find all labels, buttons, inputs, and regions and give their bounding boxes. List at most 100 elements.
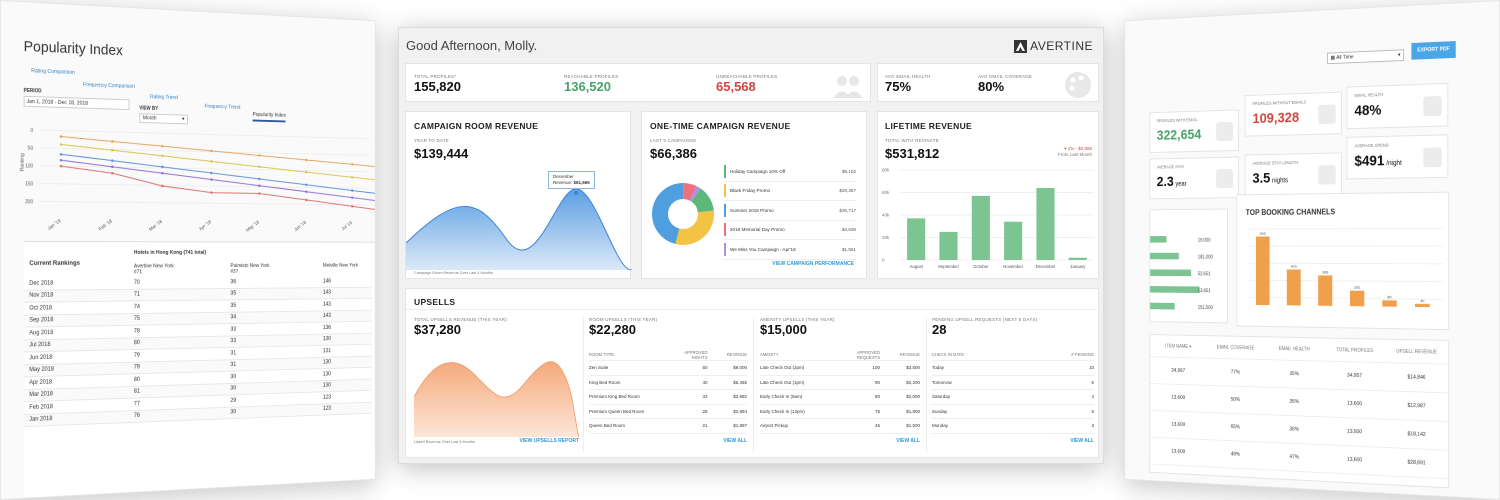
view-all-room-link[interactable]: VIEW ALL: [723, 438, 747, 444]
table-row: Sunday 5: [932, 405, 1094, 420]
x-tick: Apr '18: [198, 219, 212, 233]
table-row: Tomorrow 6: [932, 376, 1094, 391]
period-input[interactable]: Jan 1, 2018 - Dec 18, 2018: [24, 96, 130, 110]
row-value: 70: [134, 279, 231, 285]
palette-icon: [1064, 71, 1092, 99]
row-value: 30: [230, 406, 322, 415]
profiles-bar-chart: 19,000181,00052,65113,651151,500: [1150, 210, 1229, 325]
greeting: Good Afternoon, Molly.: [406, 38, 537, 53]
table-cell: 77%: [1207, 369, 1265, 376]
table-row: Late Check Out (1pm) 90 $2,200: [760, 376, 920, 391]
row-value: 29: [230, 395, 322, 404]
row-value: 35: [230, 302, 322, 309]
campaign-name: Summer 2018 Promo: [730, 208, 774, 213]
legend-swatch: [724, 184, 726, 197]
channel-bar: [1382, 300, 1396, 306]
kpi-icon: [1318, 104, 1336, 124]
column-header[interactable]: ITEM NAME ▾: [1150, 343, 1206, 350]
export-pdf-button[interactable]: EXPORT PDF: [1411, 41, 1455, 60]
stat-unreachable: UNREACHABLE PROFILES 65,568: [716, 74, 777, 94]
rankings-rows: Dec 2018 70 36 146 Nov 2018 71 35 143 Oct 2018 74…: [24, 276, 372, 427]
series-line: [61, 154, 376, 196]
table-cell: Early Check In (9am): [760, 394, 840, 399]
column-header[interactable]: TOTAL PROFILES: [1324, 347, 1385, 354]
table-cell: $14,846: [1385, 374, 1448, 382]
tab-rating-comparison[interactable]: Rating Comparison: [31, 68, 75, 76]
y-tick: 150: [25, 181, 33, 187]
campaign-value: $20,367: [839, 188, 856, 193]
lifetime-bar: [939, 232, 957, 260]
table-cell: Tomorrow: [932, 380, 1040, 385]
campaign-legend-item: Summer 2018 Promo $30,717: [724, 201, 856, 221]
table-cell: $12,987: [1385, 402, 1448, 410]
x-tick: Mar '18: [148, 219, 163, 233]
chevron-down-icon: ▾: [182, 116, 184, 122]
table-cell: 80: [840, 394, 880, 399]
avertine-logo-icon: [1014, 40, 1027, 53]
table-header: CHECK IN DATE # PENDING: [932, 349, 1094, 361]
kpi-icon: [1318, 165, 1336, 185]
kpi-value: 48%: [1354, 102, 1383, 119]
time-filter-select[interactable]: ▦ All Time ▾: [1327, 49, 1404, 64]
table-cell: 6: [1040, 380, 1094, 385]
tab-rating-trend[interactable]: Rating Trend: [150, 94, 178, 101]
x-tick: December: [1036, 264, 1056, 269]
column-header[interactable]: EMAIL COVERAGE: [1207, 344, 1265, 351]
y-tick: 60k: [882, 190, 890, 195]
stat-email-coverage: AVG EMAIL COVERAGE 80%: [978, 74, 1032, 94]
row-value: 123: [323, 405, 372, 412]
kpi-label: AVERAGE SPEND: [1354, 143, 1388, 149]
x-tick: September: [938, 264, 960, 269]
profile-bar: [1150, 303, 1175, 310]
campaign-name: 2018 Memorial Day Promo: [730, 227, 785, 232]
kpi-value: 109,328: [1252, 109, 1300, 127]
table-cell: $1,897: [708, 423, 748, 428]
tab-frequency-trend[interactable]: Frequency Trend: [205, 104, 241, 111]
row-month: Mar 2018: [24, 389, 134, 398]
table-cell: King Bed Room: [589, 380, 668, 385]
table-row: Early Check In (9am) 80 $2,000: [760, 390, 920, 405]
view-upsells-report-link[interactable]: VIEW UPSELLS REPORT: [520, 438, 579, 444]
kpi-label: AVERAGE STAY: [1157, 164, 1185, 169]
kpi-icon: [1216, 122, 1233, 141]
column-header: REVENUE: [708, 352, 748, 357]
column-header[interactable]: UPSELL REVENUE: [1385, 348, 1448, 355]
table-cell: 65%: [1207, 423, 1265, 431]
lifetime-title: LIFETIME REVENUE: [885, 121, 972, 131]
hotels-caption: Hotels in Hong Kong (741 total): [134, 250, 206, 256]
channel-bar: [1287, 269, 1301, 305]
kpi-card: PROFILES WITHOUT EMAILS 109,328: [1245, 92, 1342, 137]
table-cell: 13,600: [1324, 456, 1385, 465]
channel-bar-label: 80: [1388, 295, 1392, 299]
y-tick: 0: [30, 128, 33, 134]
campaign-donut-chart: [650, 172, 716, 256]
tab-popularity-index[interactable]: Popularity Index: [253, 112, 286, 122]
viewby-select[interactable]: Month ▾: [139, 113, 188, 124]
table-cell: Saturday: [932, 394, 1040, 399]
tab-frequency-comparison[interactable]: Frequency Comparison: [83, 82, 135, 90]
table-cell: Sunday: [932, 409, 1040, 414]
table-cell: 49%: [1207, 450, 1265, 458]
room-upsells-value: $22,280: [589, 322, 747, 337]
upsells-title: UPSELLS: [414, 297, 455, 307]
kpi-card: AVERAGE STAY LENGTH 3.5 nights: [1245, 152, 1342, 196]
popularity-index-panel: Popularity Index Rating Comparison Freque…: [0, 0, 376, 500]
kpi-icon: [1423, 147, 1441, 167]
table-row: King Bed Room 40 $5,455: [589, 376, 747, 391]
view-all-amenity-link[interactable]: VIEW ALL: [896, 438, 920, 444]
onetime-title: ONE-TIME CAMPAIGN REVENUE: [650, 121, 791, 131]
legend-swatch: [724, 243, 726, 256]
channel-bar-label: 40: [1420, 299, 1424, 303]
view-campaign-performance-link[interactable]: VIEW CAMPAIGN PERFORMANCE: [772, 261, 854, 267]
profiles-table: ITEM NAME ▾ EMAIL COVERAGE EMAIL HEALTH TOT…: [1149, 334, 1449, 488]
legend-swatch: [724, 204, 726, 217]
row-value: 30: [230, 383, 322, 392]
pending-upsells-value: 28: [932, 322, 1094, 337]
room-revenue-title: CAMPAIGN ROOM REVENUE: [414, 121, 538, 131]
current-rankings-table: Current Rankings Hotels in Hong Kong (74…: [24, 241, 376, 500]
view-all-pending-link[interactable]: VIEW ALL: [1070, 438, 1094, 444]
table-cell: 47%: [1265, 453, 1325, 462]
channels-title: TOP BOOKING CHANNELS: [1246, 208, 1336, 217]
column-header[interactable]: EMAIL HEALTH: [1265, 345, 1325, 352]
column-header: APPROVED NIGHTS: [668, 350, 708, 360]
